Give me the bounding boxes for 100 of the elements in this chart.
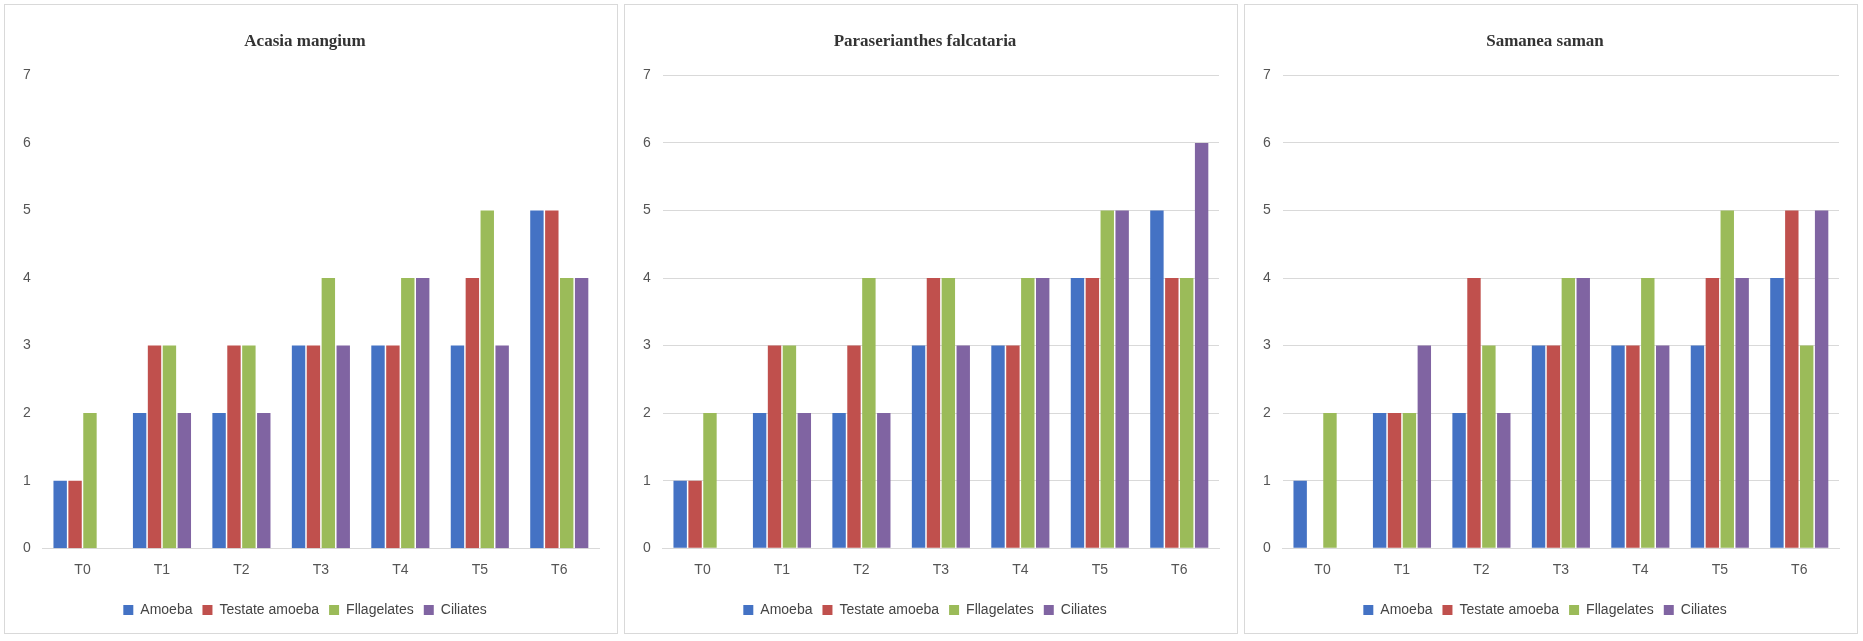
legend-label: Testate amoeba — [1459, 600, 1560, 617]
bar — [401, 278, 415, 549]
y-tick-label: 1 — [1262, 471, 1271, 488]
x-tick-label: T4 — [392, 561, 409, 578]
bar — [877, 413, 891, 548]
bar — [1387, 413, 1402, 548]
y-tick-label: 7 — [22, 66, 31, 83]
bar — [703, 413, 717, 548]
y-tick-label: 2 — [1262, 403, 1271, 420]
bar — [1070, 278, 1085, 548]
bar — [1770, 278, 1784, 548]
bar — [1293, 480, 1307, 548]
x-tick-label: T1 — [773, 561, 791, 578]
y-tick-label: 6 — [22, 133, 31, 150]
x-tick-label: T5 — [1091, 561, 1109, 578]
bar — [1452, 413, 1466, 548]
legend-label: Ciliates — [440, 600, 487, 617]
bar — [83, 413, 97, 549]
bar — [257, 413, 271, 549]
x-tick-label: T5 — [1711, 561, 1729, 578]
y-tick-label: 7 — [1262, 66, 1271, 83]
bar — [242, 345, 256, 549]
x-tick-label: T1 — [153, 561, 171, 578]
bar — [991, 345, 1005, 548]
bar — [673, 480, 687, 548]
bar — [911, 345, 926, 548]
bar — [1561, 278, 1576, 548]
x-tick-label: T2 — [233, 561, 250, 578]
bar — [450, 345, 465, 549]
bar — [227, 345, 241, 549]
x-tick-label: T3 — [1552, 561, 1570, 578]
bar — [1402, 413, 1417, 548]
bar — [306, 345, 321, 549]
bar — [926, 278, 941, 548]
bar — [1497, 413, 1511, 548]
bar — [1006, 345, 1020, 548]
bar — [465, 278, 480, 549]
y-tick-label: 6 — [642, 133, 651, 150]
bar — [386, 345, 400, 549]
bar — [1531, 345, 1546, 548]
bar — [1180, 278, 1194, 548]
bar — [1150, 210, 1164, 548]
x-tick-label: T6 — [551, 561, 568, 578]
bar — [1626, 345, 1640, 548]
bar — [1467, 278, 1481, 548]
y-tick-label: 1 — [22, 471, 31, 488]
y-tick-label: 2 — [22, 403, 31, 420]
x-tick-label: T3 — [312, 561, 330, 578]
bar — [1705, 278, 1720, 548]
bar — [1656, 345, 1670, 548]
y-tick-label: 6 — [1262, 133, 1271, 150]
bar — [1036, 278, 1050, 548]
y-tick-label: 2 — [642, 403, 651, 420]
y-tick-label: 5 — [1262, 201, 1271, 218]
bar — [862, 278, 876, 548]
bar — [162, 345, 177, 549]
legend-label: Ciliates — [1060, 600, 1107, 617]
x-tick-label: T6 — [1171, 561, 1188, 578]
x-tick-label: T4 — [1632, 561, 1649, 578]
legend-label: Testate amoeba — [219, 600, 320, 617]
bar — [53, 480, 67, 549]
x-tick-label: T3 — [932, 561, 950, 578]
x-tick-label: T4 — [1012, 561, 1029, 578]
bar — [956, 345, 970, 548]
bar — [1115, 210, 1129, 548]
x-tick-label: T0 — [694, 561, 711, 578]
legend-label: Fllagelates — [1586, 600, 1654, 617]
y-tick-label: 5 — [642, 201, 651, 218]
bar — [767, 345, 782, 548]
bar — [1100, 210, 1114, 548]
bar — [1814, 210, 1829, 548]
bar — [416, 278, 430, 549]
bar — [688, 480, 702, 548]
y-tick-label: 3 — [22, 336, 31, 353]
bar — [291, 345, 306, 549]
bar — [321, 278, 336, 549]
x-tick-label: T5 — [471, 561, 489, 578]
bar — [1785, 210, 1799, 548]
bar — [797, 413, 812, 548]
x-tick-label: T2 — [853, 561, 870, 578]
bar — [371, 345, 385, 549]
bar — [832, 413, 846, 548]
y-tick-label: 5 — [22, 201, 31, 218]
bar — [530, 210, 544, 549]
bar — [1417, 345, 1432, 548]
y-tick-label: 3 — [1262, 336, 1271, 353]
bar — [941, 278, 956, 548]
bar — [1576, 278, 1590, 548]
bar — [495, 345, 509, 549]
bar — [1482, 345, 1496, 548]
bar — [1372, 413, 1387, 548]
bar — [1165, 278, 1179, 548]
x-tick-label: T1 — [1393, 561, 1411, 578]
y-tick-label: 0 — [642, 539, 651, 556]
y-tick-label: 1 — [642, 471, 651, 488]
chart-title: Paraserianthes falcataria — [833, 30, 1017, 50]
bar — [752, 413, 767, 548]
legend-label: Amoeba — [140, 600, 193, 617]
chart-title: Samanea saman — [1486, 30, 1605, 50]
bar — [132, 413, 147, 549]
